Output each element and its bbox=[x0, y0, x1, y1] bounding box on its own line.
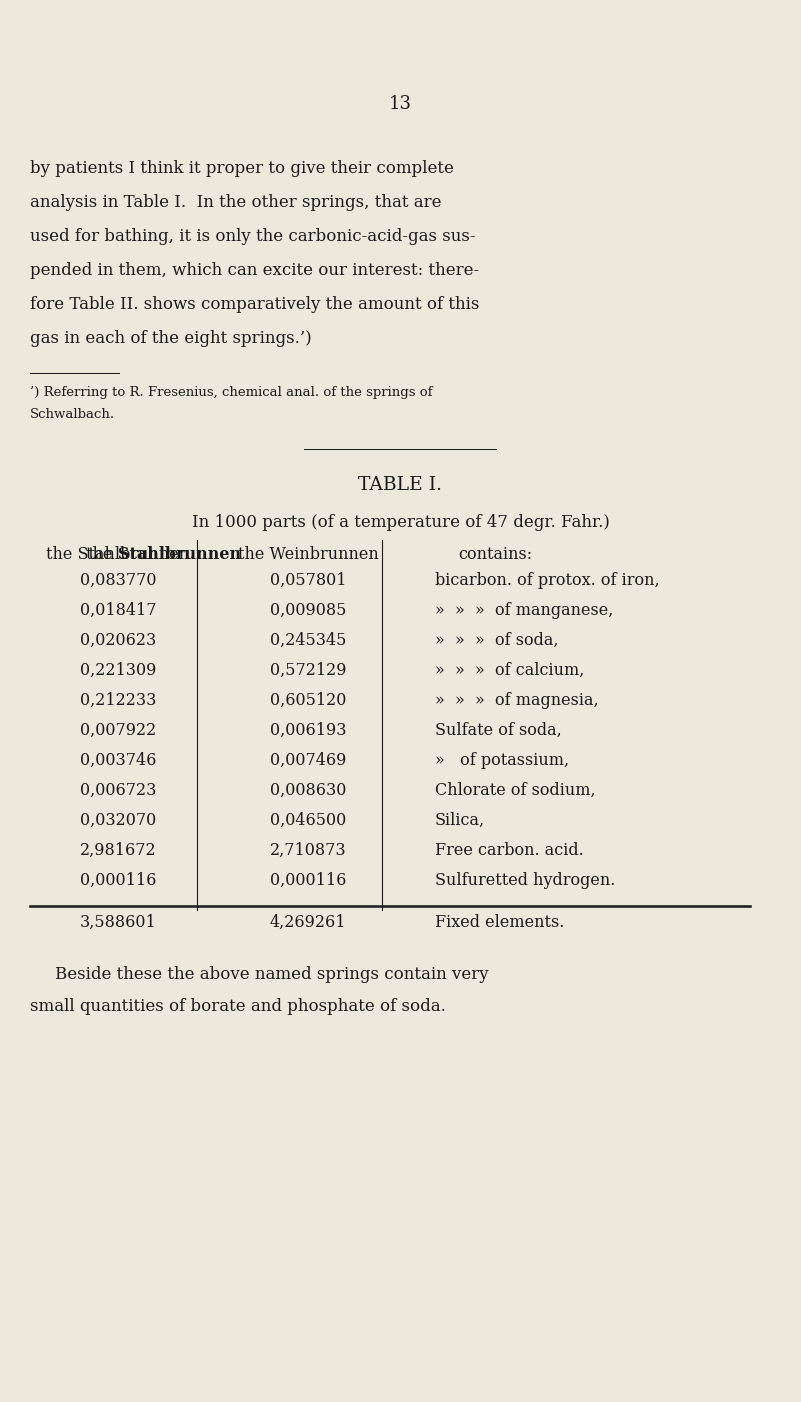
Text: »  »  »  of magnesia,: » » » of magnesia, bbox=[435, 693, 598, 709]
Text: Fixed elements.: Fixed elements. bbox=[435, 914, 565, 931]
Text: Sulfate of soda,: Sulfate of soda, bbox=[435, 722, 562, 739]
Text: 2,710873: 2,710873 bbox=[270, 843, 346, 859]
Text: Chlorate of sodium,: Chlorate of sodium, bbox=[435, 782, 596, 799]
Text: the ​Stahlbrunnen: the ​Stahlbrunnen bbox=[46, 545, 190, 564]
Text: »   of potassium,: » of potassium, bbox=[435, 751, 570, 770]
Text: 0,020623: 0,020623 bbox=[80, 632, 156, 649]
Text: used for bathing, it is only the carbonic-acid-gas sus-: used for bathing, it is only the carboni… bbox=[30, 229, 476, 245]
Text: analysis in Table I.  In the other springs, that are: analysis in Table I. In the other spring… bbox=[30, 193, 441, 210]
Text: by patients I think it proper to give their complete: by patients I think it proper to give th… bbox=[30, 160, 454, 177]
Text: 0,032070: 0,032070 bbox=[80, 812, 156, 829]
Text: 0,008630: 0,008630 bbox=[270, 782, 346, 799]
Text: 0,083770: 0,083770 bbox=[80, 572, 156, 589]
Text: 0,018417: 0,018417 bbox=[80, 601, 156, 620]
Text: 2,981672: 2,981672 bbox=[79, 843, 156, 859]
Text: 0,006193: 0,006193 bbox=[270, 722, 346, 739]
Text: Free carbon. acid.: Free carbon. acid. bbox=[435, 843, 584, 859]
Text: In 1000 parts (of a temperature of 47 degr. Fahr.): In 1000 parts (of a temperature of 47 de… bbox=[191, 515, 610, 531]
Text: 3,588601: 3,588601 bbox=[79, 914, 156, 931]
Text: the: the bbox=[87, 545, 118, 564]
Text: »  »  »  of soda,: » » » of soda, bbox=[435, 632, 558, 649]
Text: 0,007922: 0,007922 bbox=[80, 722, 156, 739]
Text: 0,245345: 0,245345 bbox=[270, 632, 346, 649]
Text: TABLE I.: TABLE I. bbox=[359, 477, 442, 494]
Text: 13: 13 bbox=[389, 95, 412, 114]
Text: contains:: contains: bbox=[458, 545, 532, 564]
Text: 0,003746: 0,003746 bbox=[80, 751, 156, 770]
Text: 0,000116: 0,000116 bbox=[80, 872, 156, 889]
Text: 0,007469: 0,007469 bbox=[270, 751, 346, 770]
Text: Schwalbach.: Schwalbach. bbox=[30, 408, 115, 421]
Text: Beside these the above named springs contain very: Beside these the above named springs con… bbox=[55, 966, 489, 983]
Text: 0,046500: 0,046500 bbox=[270, 812, 346, 829]
Text: Stahlbrunnen: Stahlbrunnen bbox=[118, 545, 241, 564]
Text: 4,269261: 4,269261 bbox=[270, 914, 346, 931]
Text: 0,000116: 0,000116 bbox=[270, 872, 346, 889]
Text: 0,572129: 0,572129 bbox=[270, 662, 346, 679]
Text: fore Table II. shows comparatively the amount of this: fore Table II. shows comparatively the a… bbox=[30, 296, 479, 313]
Text: »  »  »  of calcium,: » » » of calcium, bbox=[435, 662, 585, 679]
Text: 0,006723: 0,006723 bbox=[80, 782, 156, 799]
Text: pended in them, which can excite our interest: there-: pended in them, which can excite our int… bbox=[30, 262, 479, 279]
Text: 0,212233: 0,212233 bbox=[80, 693, 156, 709]
Text: small quantities of borate and phosphate of soda.: small quantities of borate and phosphate… bbox=[30, 998, 446, 1015]
Text: 0,057801: 0,057801 bbox=[270, 572, 346, 589]
Text: Silica,: Silica, bbox=[435, 812, 485, 829]
Text: 0,009085: 0,009085 bbox=[270, 601, 346, 620]
Text: bicarbon. of protox. of iron,: bicarbon. of protox. of iron, bbox=[435, 572, 660, 589]
Text: »  »  »  of manganese,: » » » of manganese, bbox=[435, 601, 614, 620]
Text: 0,221309: 0,221309 bbox=[80, 662, 156, 679]
Text: gas in each of the eight springs.’): gas in each of the eight springs.’) bbox=[30, 329, 312, 348]
Text: the ​Weinbrunnen: the ​Weinbrunnen bbox=[238, 545, 378, 564]
Text: ’) Referring to R. Fresenius, chemical anal. of the springs of: ’) Referring to R. Fresenius, chemical a… bbox=[30, 386, 433, 400]
Text: 0,605120: 0,605120 bbox=[270, 693, 346, 709]
Text: Sulfuretted hydrogen.: Sulfuretted hydrogen. bbox=[435, 872, 615, 889]
